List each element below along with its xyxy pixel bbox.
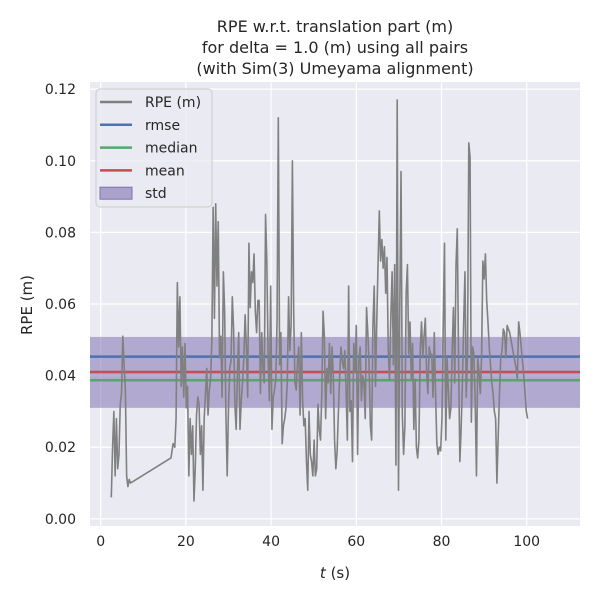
legend-label: rmse xyxy=(145,118,180,134)
y-tick-label: 0.10 xyxy=(45,154,76,170)
x-tick-label: 20 xyxy=(177,534,195,550)
legend-label: median xyxy=(145,141,197,157)
y-tick-label: 0.02 xyxy=(45,440,76,456)
chart-title-line-1: RPE w.r.t. translation part (m) xyxy=(217,17,453,36)
x-axis-ticks: 0 20 40 60 80 100 xyxy=(96,534,540,550)
legend-label: mean xyxy=(145,163,185,179)
y-tick-label: 0.12 xyxy=(45,82,76,98)
y-tick-label: 0.08 xyxy=(45,225,76,241)
legend-box xyxy=(95,88,213,208)
x-tick-label: 60 xyxy=(347,534,365,550)
x-tick-label: 80 xyxy=(433,534,451,550)
x-tick-label: 0 xyxy=(96,534,105,550)
y-axis-ticks: 0.00 0.02 0.04 0.06 0.08 0.10 0.12 xyxy=(45,82,76,528)
legend-label: RPE (m) xyxy=(145,95,201,111)
chart-title: RPE w.r.t. translation part (m) for delt… xyxy=(196,17,473,78)
y-axis-label: RPE (m) xyxy=(18,275,36,335)
legend-label: std xyxy=(145,186,167,202)
x-tick-label: 40 xyxy=(262,534,280,550)
chart-title-line-3: (with Sim(3) Umeyama alignment) xyxy=(196,59,473,78)
y-tick-label: 0.06 xyxy=(45,297,76,313)
x-tick-label: 100 xyxy=(513,534,540,550)
x-axis-label: t (s) xyxy=(320,564,350,582)
x-axis-label-unit: (s) xyxy=(326,564,350,582)
y-tick-label: 0.04 xyxy=(45,369,76,385)
legend: RPE (m) rmse median mean std xyxy=(95,88,213,208)
chart-title-line-2: for delta = 1.0 (m) using all pairs xyxy=(202,38,468,57)
y-tick-label: 0.00 xyxy=(45,512,76,528)
rpe-series-line xyxy=(110,99,529,502)
x-axis-label-var: t xyxy=(320,564,327,582)
legend-swatch-std xyxy=(99,186,133,200)
